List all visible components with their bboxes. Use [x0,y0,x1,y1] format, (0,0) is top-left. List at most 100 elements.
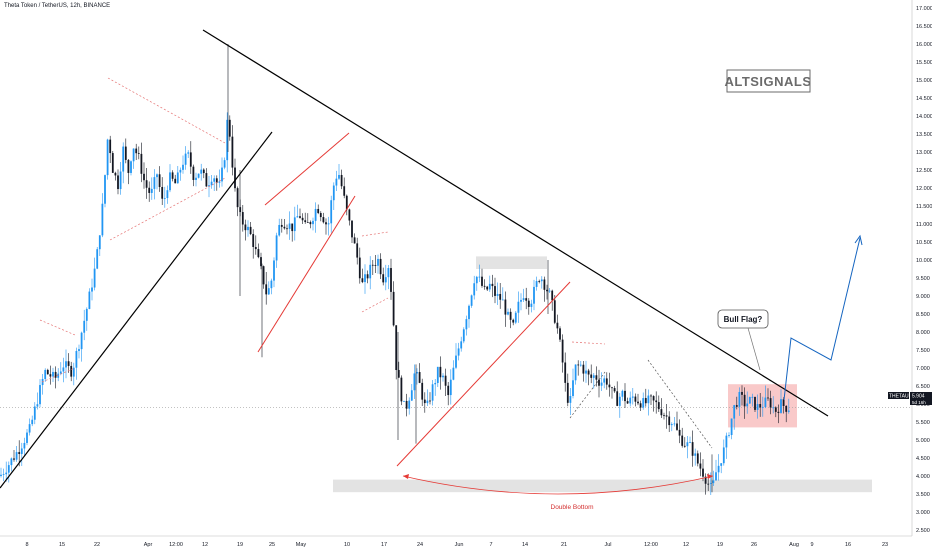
candle-body [130,161,132,173]
projection-arrowhead [854,234,863,246]
candle-body [33,406,36,420]
candle-body [741,391,743,395]
candle-body [127,159,130,173]
candle-body [7,465,10,473]
candle-body [351,220,353,238]
candle-body [309,222,312,225]
x-tick-label: 12 [202,542,208,548]
x-tick-label: 10 [344,542,350,548]
candle-body [267,288,270,295]
candle-body [421,382,424,400]
ascending-trendline [0,131,273,489]
candle-body [265,284,268,295]
candle-body [483,285,486,287]
candle-body [514,312,517,323]
candle-body [283,226,286,229]
pennant-4-upper [571,341,606,345]
last-price-label: 5.904 [912,394,925,400]
candle-body [512,319,515,323]
candle-body [236,188,239,208]
candle-body [733,405,736,419]
x-tick-label: 7 [489,542,492,548]
candle-body [530,303,533,307]
candle-body [338,174,340,179]
x-tick-label: 16 [845,542,851,548]
candle-body [746,403,749,407]
candle-body [488,283,491,290]
candle-body [556,322,559,329]
candle-body [65,361,67,368]
candle-body [299,216,301,218]
candle-body [470,295,473,306]
candle-body [548,290,551,292]
resistance-zone [476,256,547,269]
y-tick-label: 14.500 [916,96,932,102]
y-tick-label: 17.000 [916,6,932,12]
candle-body [777,411,780,413]
candle-body [717,465,720,473]
y-tick-label: 3.500 [916,492,930,498]
candle-body [327,223,330,225]
candle-body [460,341,463,349]
y-tick-label: 10.000 [916,258,932,264]
candle-body [663,415,665,417]
candle-body [213,178,216,182]
candle-body [39,385,41,405]
candle-body [280,224,283,227]
candle-body [254,246,257,250]
candle-body [260,257,262,267]
candle-body [150,188,153,193]
candle-body [244,224,247,231]
candle-body [301,217,304,221]
candle-body [507,311,509,315]
candle-body [465,319,468,330]
candle-body [735,405,738,407]
candle-body [361,278,364,283]
y-tick-label: 5.500 [916,420,930,426]
candle-body [80,332,83,350]
candle-body [215,178,218,183]
candles [0,44,790,496]
candle-body [249,226,252,235]
candle-body [522,298,525,300]
candle-body [439,366,442,378]
candle-body [223,160,226,168]
candle-body [184,153,187,165]
candle-body [785,405,788,412]
candle-body [728,435,730,436]
candle-body [358,257,361,279]
candle-body [374,265,377,266]
candle-body [293,217,296,232]
candle-body [774,407,777,412]
candle-body [187,152,190,154]
candle-body [119,171,122,190]
candle-body [403,400,405,402]
candle-body [416,372,418,374]
candle-body [569,396,572,403]
drawings [0,29,863,495]
candle-body [241,212,244,225]
candle-body [96,249,99,269]
candle-body [676,423,678,430]
x-tick-label: 15 [59,542,65,548]
candle-body [369,264,372,279]
x-axis: 8 15 22 Apr 12:00 12 19 25 May 10 17 24 Jun 7 14 21 Jul 1… [0,535,912,548]
candle-body [533,286,535,304]
candle-body [478,276,481,278]
candle-body [587,370,590,375]
x-tick-label: 12:00 [644,542,658,548]
candle-body [413,373,416,391]
candle-body [501,299,504,301]
candle-body [525,298,528,301]
pennant-4-lower [569,371,606,419]
candle-body [109,139,112,154]
candle-body [288,223,291,229]
candle-body [574,364,577,381]
candle-body [98,235,101,250]
candle-body [117,175,119,190]
candle-body [473,283,476,296]
candle-body [689,442,691,443]
candle-body [78,349,80,351]
candle-body [314,208,317,221]
